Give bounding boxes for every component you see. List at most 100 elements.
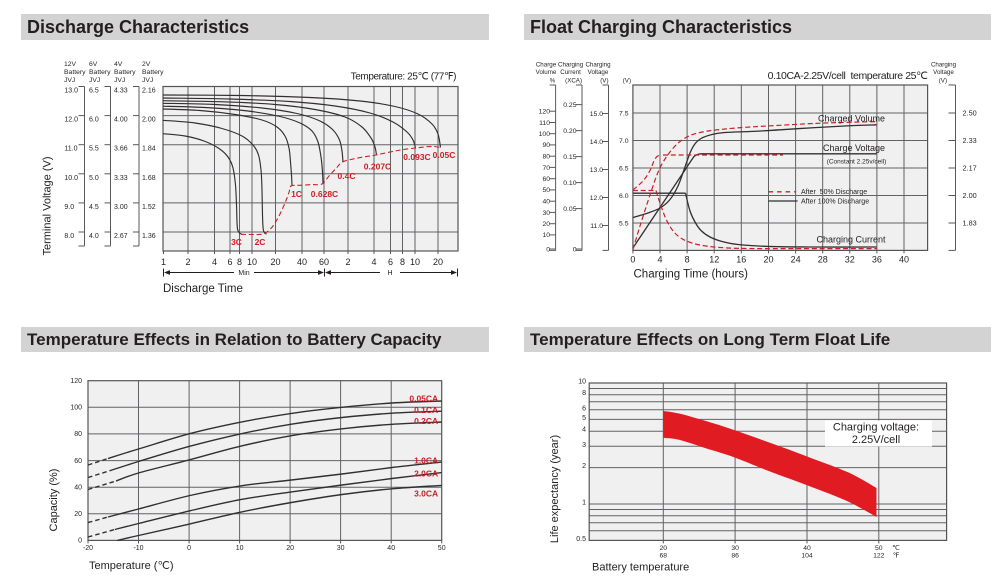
svg-text:(XCA): (XCA) <box>565 78 582 85</box>
svg-text:11.0: 11.0 <box>590 223 603 230</box>
svg-text:60: 60 <box>319 257 329 267</box>
svg-text:104: 104 <box>801 553 813 560</box>
svg-text:0: 0 <box>546 246 550 253</box>
svg-text:80: 80 <box>74 431 82 438</box>
svg-text:5: 5 <box>582 415 586 422</box>
svg-text:Battery: Battery <box>89 69 111 76</box>
svg-text:4.33: 4.33 <box>114 88 128 95</box>
svg-text:Battery: Battery <box>64 69 86 76</box>
svg-text:℉: ℉ <box>893 553 900 560</box>
svg-text:2: 2 <box>582 463 586 470</box>
svg-text:20: 20 <box>660 545 668 552</box>
svg-text:After 50% Discharge: After 50% Discharge <box>801 189 867 196</box>
svg-text:70: 70 <box>542 165 550 172</box>
svg-text:60: 60 <box>74 458 82 465</box>
svg-text:(V): (V) <box>939 78 947 85</box>
svg-text:50: 50 <box>542 187 550 194</box>
svg-text:4.00: 4.00 <box>114 117 128 124</box>
svg-text:1.84: 1.84 <box>142 146 156 153</box>
svg-text:30: 30 <box>337 545 345 552</box>
svg-text:9.0: 9.0 <box>64 204 74 211</box>
svg-text:0.093C: 0.093C <box>403 152 430 162</box>
svg-text:Battery: Battery <box>142 69 164 76</box>
svg-text:Voltage: Voltage <box>933 69 954 76</box>
svg-text:2.25V/cell: 2.25V/cell <box>852 434 900 446</box>
svg-text:Charging: Charging <box>931 61 957 68</box>
svg-text:50: 50 <box>875 545 883 552</box>
svg-text:0: 0 <box>630 254 635 264</box>
svg-text:Volume: Volume <box>536 69 557 76</box>
svg-text:120: 120 <box>70 378 82 385</box>
svg-text:12: 12 <box>709 254 719 264</box>
svg-text:Temperature: 25℃ (77℉): Temperature: 25℃ (77℉) <box>351 72 456 83</box>
svg-text:Battery temperature: Battery temperature <box>592 562 689 574</box>
svg-text:(V): (V) <box>623 78 631 85</box>
svg-text:2.00: 2.00 <box>142 117 156 124</box>
svg-text:JVJ: JVJ <box>142 77 153 84</box>
svg-text:4: 4 <box>371 257 376 267</box>
svg-text:Charging Time (hours): Charging Time (hours) <box>634 269 749 281</box>
svg-text:Battery: Battery <box>114 69 136 76</box>
svg-text:-10: -10 <box>133 545 143 552</box>
svg-text:11.0: 11.0 <box>64 146 77 153</box>
svg-text:7.0: 7.0 <box>619 138 629 145</box>
svg-text:0.1CA: 0.1CA <box>414 405 438 415</box>
svg-text:20: 20 <box>286 545 294 552</box>
svg-text:2.00: 2.00 <box>963 191 977 200</box>
svg-text:1.36: 1.36 <box>142 233 156 240</box>
svg-text:3C: 3C <box>231 237 242 247</box>
svg-text:13.0: 13.0 <box>590 167 603 174</box>
svg-text:1: 1 <box>582 500 586 507</box>
svg-text:8: 8 <box>685 254 690 264</box>
svg-text:1: 1 <box>161 257 166 267</box>
svg-text:12V: 12V <box>64 61 77 68</box>
svg-text:3.66: 3.66 <box>114 146 128 153</box>
svg-text:110: 110 <box>539 120 550 127</box>
svg-text:2: 2 <box>185 257 190 267</box>
svg-text:JVJ: JVJ <box>89 77 100 84</box>
svg-text:0.05CA: 0.05CA <box>409 393 438 403</box>
svg-text:(V): (V) <box>600 78 608 85</box>
svg-text:7.5: 7.5 <box>619 110 629 117</box>
svg-text:80: 80 <box>542 154 550 161</box>
svg-text:0.25: 0.25 <box>563 102 576 109</box>
svg-text:4V: 4V <box>114 61 123 68</box>
svg-text:0.4C: 0.4C <box>338 171 356 181</box>
svg-text:40: 40 <box>899 254 909 264</box>
svg-text:2.17: 2.17 <box>963 164 977 173</box>
svg-text:6.5: 6.5 <box>619 165 629 172</box>
svg-text:4.0: 4.0 <box>89 233 99 240</box>
svg-text:40: 40 <box>297 257 307 267</box>
svg-text:Charge: Charge <box>536 61 557 68</box>
svg-text:2.50: 2.50 <box>963 109 977 118</box>
svg-text:0.5: 0.5 <box>576 536 586 543</box>
svg-text:20: 20 <box>763 254 773 264</box>
svg-text:Voltage: Voltage <box>588 69 609 76</box>
svg-text:Capacity (%): Capacity (%) <box>48 469 60 532</box>
svg-text:16: 16 <box>736 254 746 264</box>
svg-text:8: 8 <box>237 257 242 267</box>
svg-text:8: 8 <box>582 390 586 397</box>
svg-text:0.20: 0.20 <box>563 128 576 135</box>
svg-text:(Constant 2.25v/cell): (Constant 2.25v/cell) <box>827 159 887 166</box>
svg-text:6.5: 6.5 <box>89 88 99 95</box>
svg-text:24: 24 <box>791 254 801 264</box>
svg-text:3: 3 <box>582 442 586 449</box>
svg-text:Charging voltage:: Charging voltage: <box>833 422 919 434</box>
svg-text:2.33: 2.33 <box>963 136 977 145</box>
svg-text:4: 4 <box>657 254 662 264</box>
svg-text:20: 20 <box>542 221 550 228</box>
svg-text:0.10CA-2.25V/cell temperature: 0.10CA-2.25V/cell temperature 25℃ <box>768 70 928 82</box>
svg-text:1.52: 1.52 <box>142 204 156 211</box>
svg-text:℃: ℃ <box>892 545 900 552</box>
svg-text:-20: -20 <box>83 545 93 552</box>
svg-text:Charging: Charging <box>558 61 584 68</box>
svg-text:H: H <box>387 270 392 277</box>
svg-text:5.5: 5.5 <box>89 146 99 153</box>
svg-text:2.67: 2.67 <box>114 233 128 240</box>
svg-text:0.05: 0.05 <box>563 206 576 213</box>
svg-text:1.68: 1.68 <box>142 175 156 182</box>
svg-text:10: 10 <box>247 257 257 267</box>
svg-text:0.05C: 0.05C <box>433 150 456 160</box>
svg-text:0.207C: 0.207C <box>364 161 391 171</box>
